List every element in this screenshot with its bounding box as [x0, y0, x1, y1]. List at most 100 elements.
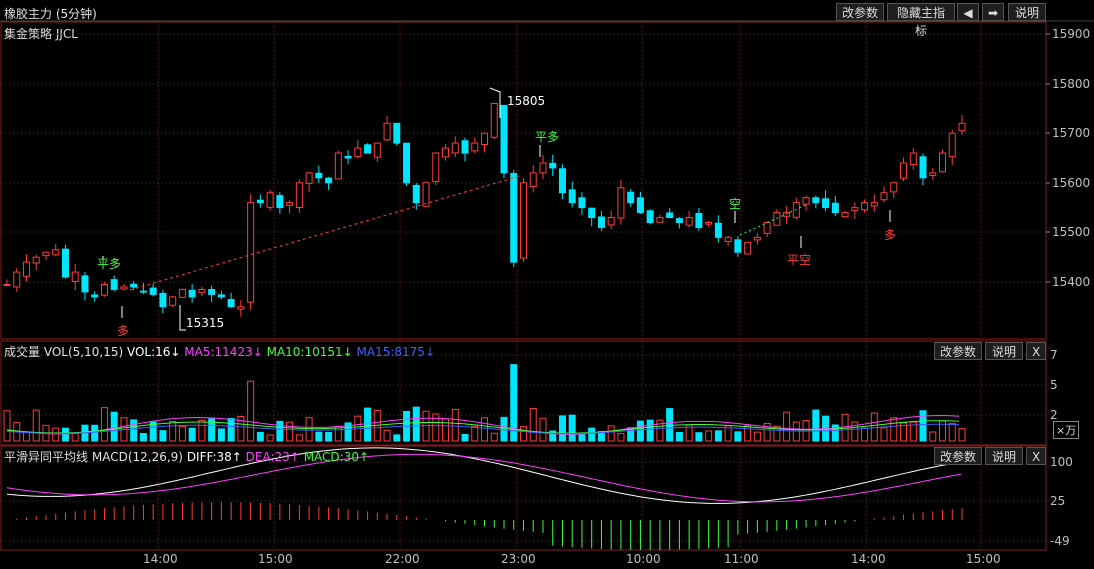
volume-bar	[900, 422, 908, 442]
time-axis-label: 15:00	[258, 552, 293, 566]
candle-body	[100, 283, 108, 296]
volume-bar	[870, 412, 878, 442]
volume-bar	[539, 417, 547, 442]
time-axis-label: 10:00	[626, 552, 661, 566]
volume-bar	[529, 407, 537, 442]
volume-ma15: MA15:8175↓	[356, 345, 435, 359]
volume-bar	[247, 380, 255, 442]
candle-body	[646, 210, 654, 223]
price-axis-label: 15900	[1052, 27, 1091, 41]
volume-bar	[695, 432, 703, 442]
macd-header: 平滑异同平均线 MACD(12,26,9) DIFF:38↑ DEA:23↑ M…	[4, 448, 369, 465]
candle-body	[831, 202, 839, 214]
volume-ma5-line	[6, 415, 960, 435]
volume-bar	[364, 407, 372, 442]
price-axis-label: 15600	[1052, 176, 1091, 190]
candle-body	[383, 122, 391, 141]
candle-body	[714, 222, 722, 238]
macd-close-icon[interactable]: X	[1026, 447, 1046, 465]
volume-bar	[139, 433, 147, 442]
candle-body	[227, 298, 235, 308]
candle-body	[734, 239, 742, 253]
candle-body	[61, 248, 69, 278]
volume-bar	[412, 406, 420, 442]
candle-body	[393, 122, 401, 144]
volume-bar	[178, 425, 186, 442]
strategy-label: 集金策略 JJCL	[4, 27, 78, 41]
volume-bar	[783, 411, 791, 442]
volume-bar	[3, 410, 11, 442]
volume-bar	[880, 427, 888, 442]
signal-close-long: 平多	[97, 257, 122, 271]
volume-bar	[149, 421, 157, 442]
candle-body	[695, 212, 703, 228]
candle-body	[305, 172, 313, 184]
macd-panel-frame	[0, 445, 1047, 551]
volume-bar	[490, 432, 498, 442]
next-arrow-icon[interactable]: ➡	[982, 3, 1004, 21]
macd-axis-label: 25	[1050, 494, 1066, 508]
volume-bar	[71, 433, 79, 442]
macd-params-button[interactable]: 改参数	[934, 447, 982, 465]
candle-body	[334, 152, 342, 180]
volume-bar	[588, 427, 596, 442]
volume-bar	[890, 417, 898, 442]
candle-body	[948, 132, 956, 158]
signal-short: 空	[729, 197, 742, 211]
candle-body	[32, 256, 40, 264]
volume-params-button[interactable]: 改参数	[934, 342, 982, 360]
volume-bar	[646, 419, 654, 442]
candle-body	[120, 286, 128, 290]
volume-bar	[110, 411, 118, 442]
candle-body	[422, 182, 430, 207]
volume-bar	[812, 409, 820, 442]
prev-arrow-icon[interactable]: ◀	[957, 3, 979, 21]
time-axis-label: 14:00	[143, 552, 178, 566]
volume-bar	[432, 413, 440, 442]
trend-line	[739, 204, 807, 236]
candle-body	[607, 217, 615, 226]
volume-close-icon[interactable]: X	[1026, 342, 1046, 360]
candle-body	[13, 271, 21, 288]
volume-bar	[763, 422, 771, 442]
candle-body	[617, 187, 625, 219]
candle-body	[149, 287, 157, 295]
macd-help-button[interactable]: 说明	[985, 447, 1023, 465]
volume-bar	[510, 364, 518, 442]
macd-dea: DEA:23↑	[245, 450, 300, 464]
volume-name: 成交量	[4, 345, 41, 359]
volume-bar	[334, 425, 342, 442]
volume-bar	[471, 425, 479, 442]
candle-body	[130, 283, 138, 288]
candle-body	[178, 288, 186, 298]
candle-body	[597, 216, 605, 228]
candle-body	[870, 202, 878, 207]
candle-body	[71, 271, 79, 283]
candle-body	[295, 182, 303, 209]
volume-bar	[305, 417, 313, 442]
candle-body	[354, 147, 362, 157]
candle-body	[880, 192, 888, 201]
volume-bar	[744, 425, 752, 442]
volume-bar	[831, 424, 839, 442]
low-marker	[179, 305, 186, 331]
volume-bar	[519, 426, 527, 442]
time-axis-label: 22:00	[385, 552, 420, 566]
volume-bar	[666, 408, 674, 442]
candle-body	[325, 177, 333, 184]
window-title: 橡胶主力 (5分钟)	[4, 7, 97, 21]
candle-body	[666, 212, 674, 219]
volume-bar	[22, 432, 30, 442]
price-axis-label: 15500	[1052, 225, 1091, 239]
candle-body	[705, 221, 713, 225]
candle-body	[744, 241, 752, 255]
candle-body	[81, 275, 89, 293]
candle-body	[861, 202, 869, 211]
volume-bar	[451, 408, 459, 442]
candle-body	[802, 197, 810, 205]
volume-help-button[interactable]: 说明	[985, 342, 1023, 360]
candle-body	[958, 122, 966, 132]
volume-bar	[919, 410, 927, 442]
volume-bar	[32, 409, 40, 442]
